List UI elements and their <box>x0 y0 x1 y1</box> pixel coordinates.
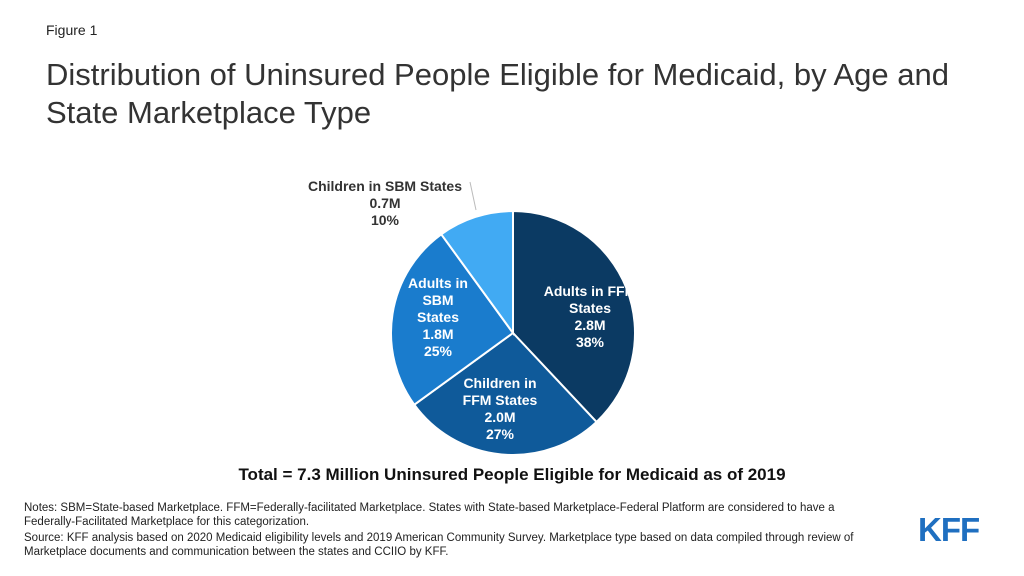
notes-block: Notes: SBM=State-based Marketplace. FFM=… <box>24 501 884 561</box>
kff-logo: KFF <box>918 511 980 548</box>
source-text: Source: KFF analysis based on 2020 Medic… <box>24 532 854 558</box>
pie-slice-adults-in-ffm-states <box>512 209 636 424</box>
slice-label-adults-in-sbm-states: Adults in SBM States 1.8M 25% <box>408 275 468 359</box>
slice-label-children-in-ffm-states: Children in FFM States 2.0M 27% <box>463 375 538 442</box>
pie-slice-adults-in-sbm-states <box>390 232 515 407</box>
notes-text: Notes: SBM=State-based Marketplace. FFM=… <box>24 502 835 528</box>
leader-line <box>469 181 477 211</box>
slice-label-children-in-sbm-states: Children in SBM States 0.7M 10% <box>308 178 462 228</box>
slice-label-adults-in-ffm-states: Adults in FFM States 2.8M 38% <box>544 283 637 350</box>
pie-slice-children-in-sbm-states <box>439 209 514 337</box>
pie-slice-children-in-ffm-states <box>412 331 598 456</box>
chart-title: Distribution of Uninsured People Eligibl… <box>46 57 949 130</box>
total-caption: Total = 7.3 Million Uninsured People Eli… <box>238 465 786 484</box>
pie-chart: Adults in FFM States 2.8M 38%Children in FFM… <box>308 178 637 456</box>
figure-label: Figure 1 <box>46 22 98 38</box>
